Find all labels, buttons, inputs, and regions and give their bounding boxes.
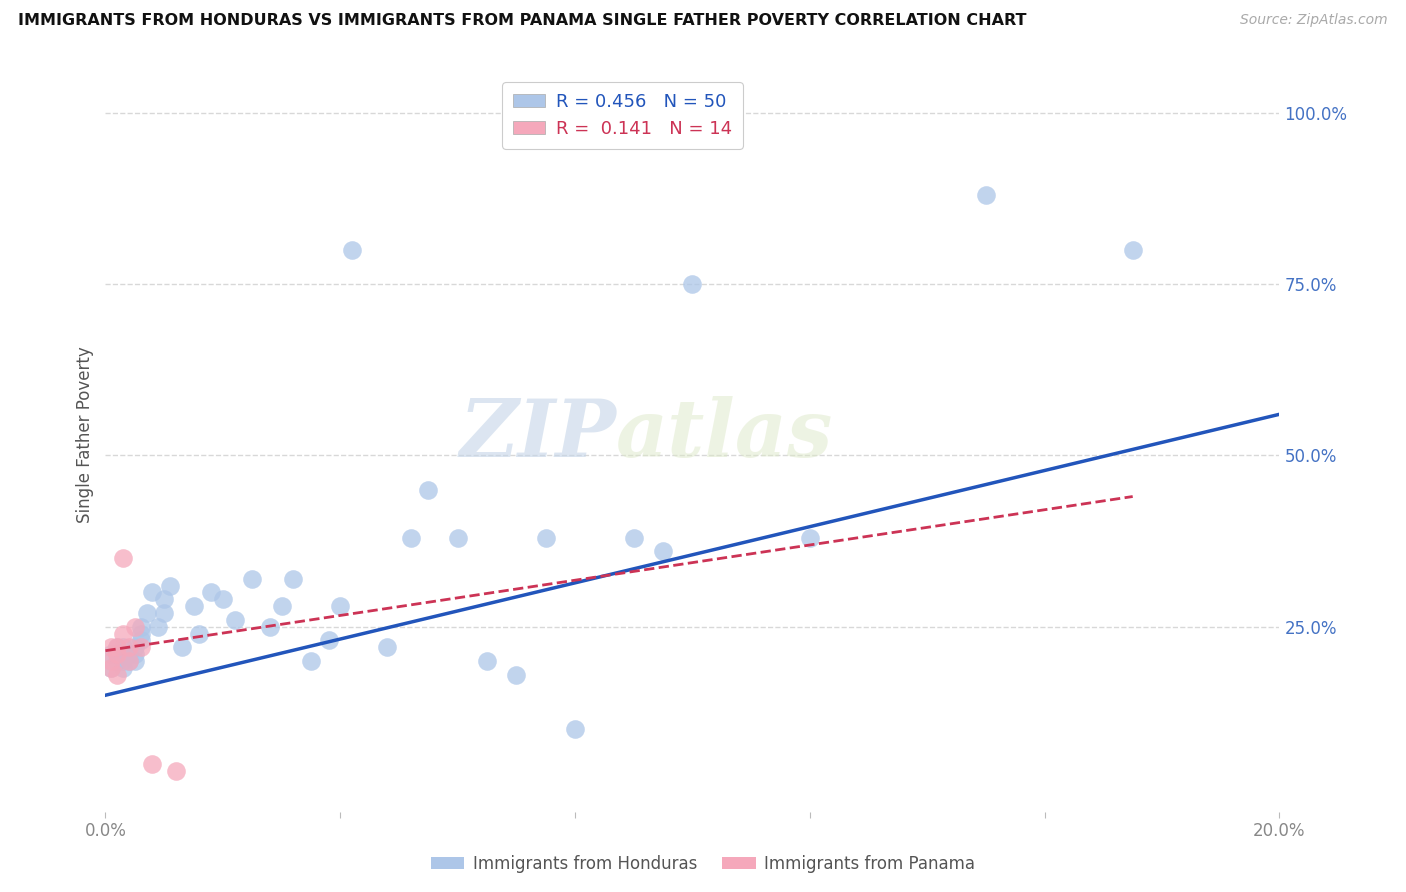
Point (129, 620, 152, 634)
Point (375, 640, 398, 655)
Text: ZIP: ZIP (460, 396, 616, 474)
Point (112, 661, 135, 675)
Point (100, 640, 122, 655)
Point (299, 654, 322, 668)
Point (112, 640, 135, 655)
Legend: Immigrants from Honduras, Immigrants from Panama: Immigrants from Honduras, Immigrants fro… (425, 848, 981, 880)
Point (799, 531, 821, 545)
Point (141, 756, 163, 771)
Point (112, 551, 135, 566)
Point (100, 654, 122, 668)
Point (159, 578, 181, 592)
Point (148, 620, 170, 634)
Point (165, 764, 187, 778)
Point (240, 572, 263, 586)
Y-axis label: Single Father Poverty: Single Father Poverty (76, 346, 94, 524)
Point (623, 531, 645, 545)
Point (259, 620, 281, 634)
Point (112, 654, 135, 668)
Point (105, 640, 128, 655)
Point (105, 647, 128, 661)
Point (188, 626, 211, 640)
Point (283, 572, 305, 586)
Point (135, 606, 157, 620)
Point (124, 620, 146, 634)
Point (564, 723, 586, 737)
Point (183, 599, 205, 614)
Point (118, 647, 141, 661)
Point (105, 647, 128, 661)
Point (105, 640, 128, 655)
Point (682, 277, 704, 291)
Point (141, 585, 163, 599)
Point (446, 531, 468, 545)
Point (974, 188, 997, 202)
Point (211, 592, 233, 607)
Point (124, 640, 146, 655)
Point (1122, 243, 1144, 257)
Text: atlas: atlas (616, 396, 834, 474)
Text: IMMIGRANTS FROM HONDURAS VS IMMIGRANTS FROM PANAMA SINGLE FATHER POVERTY CORRELA: IMMIGRANTS FROM HONDURAS VS IMMIGRANTS F… (18, 13, 1026, 29)
Point (118, 654, 141, 668)
Point (270, 599, 292, 614)
Point (129, 633, 152, 648)
Point (124, 647, 146, 661)
Point (170, 640, 193, 655)
Point (340, 243, 363, 257)
Point (118, 640, 141, 655)
Point (399, 531, 422, 545)
Point (118, 654, 141, 668)
Point (329, 599, 352, 614)
Point (100, 661, 122, 675)
Legend: R = 0.456   N = 50, R =  0.141   N = 14: R = 0.456 N = 50, R = 0.141 N = 14 (502, 82, 742, 149)
Point (475, 654, 498, 668)
Point (105, 654, 128, 668)
Point (652, 544, 675, 558)
Point (153, 606, 176, 620)
Point (129, 626, 152, 640)
Point (224, 613, 246, 627)
Point (100, 647, 122, 661)
Point (129, 640, 152, 655)
Point (505, 667, 527, 681)
Point (418, 483, 440, 497)
Point (105, 667, 128, 681)
Text: Source: ZipAtlas.com: Source: ZipAtlas.com (1240, 13, 1388, 28)
Point (100, 661, 122, 675)
Point (318, 633, 340, 648)
Point (200, 585, 222, 599)
Point (124, 654, 146, 668)
Point (153, 592, 176, 607)
Point (534, 531, 557, 545)
Point (112, 626, 135, 640)
